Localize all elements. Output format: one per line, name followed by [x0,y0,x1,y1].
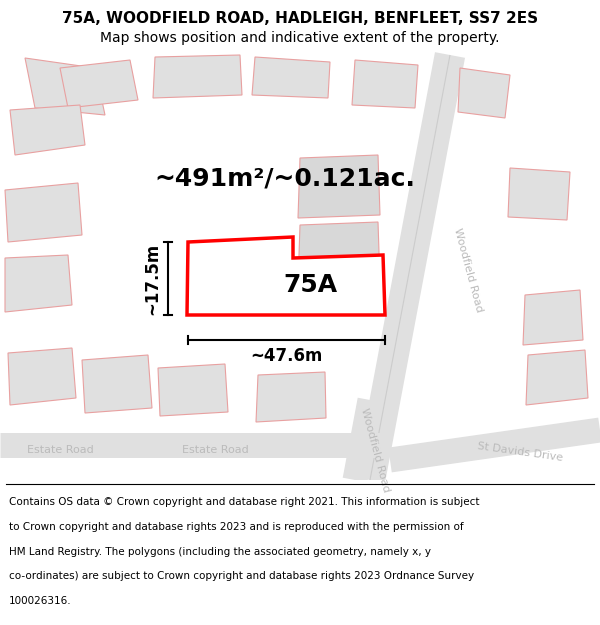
Text: Estate Road: Estate Road [26,445,94,455]
Text: HM Land Registry. The polygons (including the associated geometry, namely x, y: HM Land Registry. The polygons (includin… [9,547,431,557]
Polygon shape [298,222,380,285]
Text: 75A, WOODFIELD ROAD, HADLEIGH, BENFLEET, SS7 2ES: 75A, WOODFIELD ROAD, HADLEIGH, BENFLEET,… [62,11,538,26]
Polygon shape [508,168,570,220]
Polygon shape [256,372,326,422]
Polygon shape [352,60,418,108]
Polygon shape [82,355,152,413]
Text: ~47.6m: ~47.6m [250,347,323,365]
Polygon shape [5,183,82,242]
Text: Woodfield Road: Woodfield Road [359,407,391,493]
Text: ~491m²/~0.121ac.: ~491m²/~0.121ac. [155,166,415,190]
Polygon shape [25,58,105,115]
Polygon shape [187,237,385,315]
Text: Estate Road: Estate Road [182,445,248,455]
Polygon shape [523,290,583,345]
Polygon shape [158,364,228,416]
Polygon shape [5,255,72,312]
Polygon shape [8,348,76,405]
Text: to Crown copyright and database rights 2023 and is reproduced with the permissio: to Crown copyright and database rights 2… [9,522,464,532]
Text: St Davids Drive: St Davids Drive [476,441,563,463]
Text: 75A: 75A [283,273,337,297]
Text: Map shows position and indicative extent of the property.: Map shows position and indicative extent… [100,31,500,45]
Text: Woodfield Road: Woodfield Road [452,227,484,313]
Polygon shape [252,57,330,98]
Text: Contains OS data © Crown copyright and database right 2021. This information is : Contains OS data © Crown copyright and d… [9,498,479,508]
Polygon shape [153,55,242,98]
Polygon shape [526,350,588,405]
Polygon shape [10,105,85,155]
Polygon shape [298,155,380,218]
Text: 100026316.: 100026316. [9,596,71,606]
Text: co-ordinates) are subject to Crown copyright and database rights 2023 Ordnance S: co-ordinates) are subject to Crown copyr… [9,571,474,581]
Polygon shape [458,68,510,118]
Text: ~17.5m: ~17.5m [143,242,161,314]
Polygon shape [60,60,138,108]
